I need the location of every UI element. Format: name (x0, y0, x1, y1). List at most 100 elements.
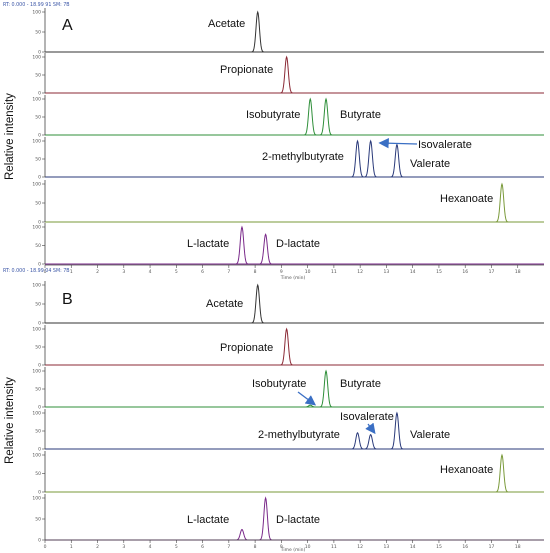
y-tick-label: 50 (35, 302, 41, 308)
y-tick-label: 100 (32, 496, 41, 502)
x-tick-label: 11 (331, 269, 337, 275)
x-tick-label: 6 (201, 544, 204, 550)
trace-strip: 0 50 100 Isobutyrate Butyrate (32, 367, 544, 411)
panel-header: RT: 0.000 - 18.99 91 SM: 7B (3, 2, 70, 8)
annotation-arrow (378, 138, 418, 149)
x-tick-label: 15 (436, 269, 442, 275)
x-tick-label: 15 (436, 544, 442, 550)
y-tick-label: 0 (38, 91, 41, 97)
peak-label-l-lactate: L-lactate (187, 514, 229, 526)
y-tick-label: 0 (38, 220, 41, 226)
y-tick-label: 0 (38, 133, 41, 139)
peak-butyrate (316, 369, 336, 408)
peak-2-methylbutyrate (348, 139, 367, 178)
x-tick-label: 5 (175, 269, 178, 275)
peak-label-d-lactate: D-lactate (276, 238, 320, 250)
x-tick-label: 8 (254, 269, 257, 275)
y-tick-label: 100 (32, 283, 41, 289)
peak-acetate (248, 283, 267, 324)
peak-hexanoate (492, 182, 512, 223)
y-tick-label: 100 (32, 97, 41, 103)
peak-d-lactate (256, 233, 275, 265)
y-tick-label: 100 (32, 55, 41, 61)
peak-label-acetate: Acetate (208, 18, 245, 30)
peak-label-d-lactate: D-lactate (276, 514, 320, 526)
x-tick-label: 9 (280, 544, 283, 550)
y-tick-label: 100 (32, 327, 41, 333)
panel-header: RT: 0.000 - 18.99 04 SM: 7B (3, 268, 70, 274)
y-tick-label: 50 (35, 157, 41, 163)
y-tick-label: 100 (32, 225, 41, 231)
peak-label-isobutyrate: Isobutyrate (246, 109, 300, 121)
trace-strip: 0 50 100 Hexanoate (32, 180, 544, 226)
x-tick-label: 13 (384, 269, 390, 275)
x-tick-label: 12 (357, 544, 363, 550)
x-tick-label: 17 (489, 269, 495, 275)
trace-strip: 0 50 100 Propionate (32, 53, 544, 97)
y-axis-label: Relative intensity (4, 93, 16, 180)
x-tick-label: 1 (70, 544, 73, 550)
peak-label-propionate: Propionate (220, 342, 273, 354)
peak-label-hexanoate: Hexanoate (440, 464, 493, 476)
y-tick-label: 50 (35, 517, 41, 523)
peak-label-isobutyrate: Isobutyrate (252, 378, 306, 390)
peak-l-lactate (232, 528, 252, 541)
x-tick-label: 11 (331, 544, 337, 550)
trace-strip: 0 50 100 L-lactate D-lactate (32, 223, 544, 268)
peak-isobutyrate (301, 97, 320, 136)
peak-d-lactate (256, 496, 275, 541)
peak-label-isovalerate: Isovalerate (418, 139, 472, 151)
panel-b: RT: 0.000 - 18.99 04 SM: 7B B Relative int… (3, 268, 544, 553)
y-axis-label: Relative intensity (4, 377, 16, 464)
y-tick-label: 100 (32, 411, 41, 417)
panel-a: RT: 0.000 - 18.99 91 SM: 7B A Relative int… (3, 2, 544, 281)
peak-label-valerate: Valerate (410, 429, 450, 441)
peak-valerate (387, 411, 407, 450)
annotation-arrow (297, 391, 317, 406)
peak-propionate (277, 55, 296, 94)
trace-strip: 0 50 100 L-lactate D-lactate (32, 494, 544, 544)
peak-hexanoate (492, 453, 512, 493)
y-tick-label: 50 (35, 429, 41, 435)
peak-label-butyrate: Butyrate (340, 378, 381, 390)
peak-acetate (248, 10, 267, 53)
x-tick-label: 18 (515, 544, 521, 550)
x-tick-label: 4 (149, 544, 152, 550)
x-tick-label: 1 (70, 269, 73, 275)
y-tick-label: 0 (38, 447, 41, 453)
x-tick-label: 10 (305, 544, 311, 550)
peak-label-acetate: Acetate (206, 298, 243, 310)
y-tick-label: 50 (35, 471, 41, 477)
peak-valerate (387, 143, 407, 178)
peak-l-lactate (232, 225, 252, 265)
y-tick-label: 0 (38, 363, 41, 369)
x-tick-label: 17 (489, 544, 495, 550)
y-tick-label: 100 (32, 453, 41, 459)
peak-butyrate (316, 97, 336, 136)
y-tick-label: 100 (32, 369, 41, 375)
x-tick-label: 0 (44, 269, 47, 275)
annotation-arrow (365, 422, 376, 435)
x-tick-label: 12 (357, 269, 363, 275)
y-tick-label: 50 (35, 115, 41, 121)
x-tick-label: 2 (96, 269, 99, 275)
peak-propionate (277, 327, 296, 366)
y-tick-label: 0 (38, 405, 41, 411)
x-tick-label: 3 (122, 269, 125, 275)
x-tick-label: 9 (280, 269, 283, 275)
peak-label-butyrate: Butyrate (340, 109, 381, 121)
y-tick-label: 50 (35, 243, 41, 249)
x-tick-label: 14 (410, 269, 416, 275)
x-tick-label: 4 (149, 269, 152, 275)
panel-label: B (62, 291, 73, 308)
trace-strip: 0 50 100 Acetate (32, 281, 544, 327)
x-tick-label: 5 (175, 544, 178, 550)
peak-label-isovalerate: Isovalerate (340, 411, 394, 423)
y-tick-label: 0 (38, 50, 41, 56)
x-tick-label: 3 (122, 544, 125, 550)
x-tick-label: 16 (462, 544, 468, 550)
x-tick-label: 14 (410, 544, 416, 550)
peak-isovalerate (361, 139, 380, 178)
y-tick-label: 100 (32, 139, 41, 145)
